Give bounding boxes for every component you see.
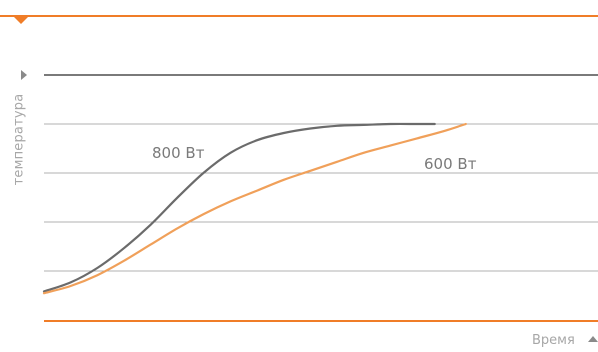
x-axis-label: Время xyxy=(532,333,575,348)
series-line-600 xyxy=(42,122,467,295)
top-marker-icon xyxy=(13,16,29,24)
series-label-600: 600 Вт xyxy=(424,155,477,173)
series-line-800 xyxy=(42,122,436,293)
x-arrow-icon xyxy=(588,336,598,342)
y-arrow-icon xyxy=(21,70,27,80)
series-label-800: 800 Вт xyxy=(152,144,205,162)
y-axis-label: температура xyxy=(11,93,27,186)
